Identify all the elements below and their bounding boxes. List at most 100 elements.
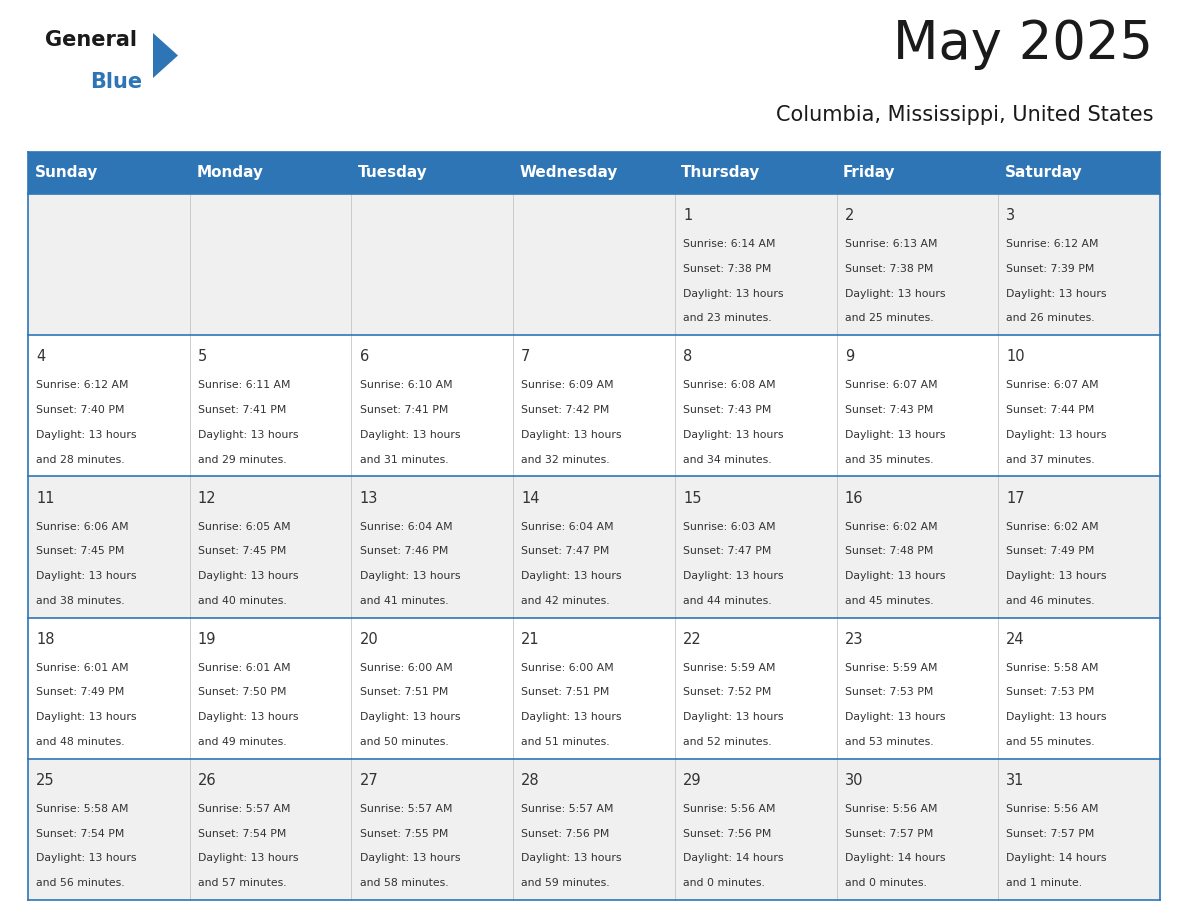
- Text: Daylight: 14 hours: Daylight: 14 hours: [683, 854, 783, 864]
- Text: Sunset: 7:56 PM: Sunset: 7:56 PM: [683, 829, 771, 839]
- Bar: [29, 194, 1159, 335]
- Text: Sunrise: 6:08 AM: Sunrise: 6:08 AM: [683, 380, 776, 390]
- Text: Sunset: 7:47 PM: Sunset: 7:47 PM: [522, 546, 609, 556]
- Text: Daylight: 13 hours: Daylight: 13 hours: [360, 854, 460, 864]
- Text: 29: 29: [683, 773, 702, 788]
- Text: 3: 3: [1006, 208, 1016, 223]
- Text: Daylight: 13 hours: Daylight: 13 hours: [197, 430, 298, 440]
- Text: Sunrise: 6:03 AM: Sunrise: 6:03 AM: [683, 521, 776, 532]
- Text: Sunrise: 5:58 AM: Sunrise: 5:58 AM: [36, 804, 128, 814]
- Text: 16: 16: [845, 490, 864, 506]
- Text: 24: 24: [1006, 632, 1025, 646]
- Text: Daylight: 13 hours: Daylight: 13 hours: [36, 854, 137, 864]
- Text: Sunrise: 5:59 AM: Sunrise: 5:59 AM: [845, 663, 937, 673]
- Text: 2: 2: [845, 208, 854, 223]
- Text: and 48 minutes.: and 48 minutes.: [36, 737, 125, 747]
- Text: Sunset: 7:40 PM: Sunset: 7:40 PM: [36, 405, 125, 415]
- Text: Daylight: 13 hours: Daylight: 13 hours: [36, 712, 137, 722]
- Text: and 57 minutes.: and 57 minutes.: [197, 879, 286, 888]
- Text: Daylight: 13 hours: Daylight: 13 hours: [36, 430, 137, 440]
- Text: Daylight: 13 hours: Daylight: 13 hours: [197, 571, 298, 581]
- Text: Sunrise: 6:01 AM: Sunrise: 6:01 AM: [197, 663, 290, 673]
- Text: Daylight: 13 hours: Daylight: 13 hours: [522, 571, 621, 581]
- Polygon shape: [153, 33, 178, 78]
- Text: Sunrise: 6:12 AM: Sunrise: 6:12 AM: [36, 380, 128, 390]
- Text: 14: 14: [522, 490, 539, 506]
- Text: and 59 minutes.: and 59 minutes.: [522, 879, 609, 888]
- Text: and 49 minutes.: and 49 minutes.: [197, 737, 286, 747]
- Text: and 56 minutes.: and 56 minutes.: [36, 879, 125, 888]
- Text: Sunset: 7:53 PM: Sunset: 7:53 PM: [845, 688, 933, 698]
- Text: Blue: Blue: [90, 72, 143, 92]
- Text: 15: 15: [683, 490, 701, 506]
- Text: Daylight: 13 hours: Daylight: 13 hours: [522, 712, 621, 722]
- Text: Monday: Monday: [196, 165, 264, 181]
- Text: 13: 13: [360, 490, 378, 506]
- Text: and 51 minutes.: and 51 minutes.: [522, 737, 609, 747]
- Text: 22: 22: [683, 632, 702, 646]
- Text: Sunset: 7:41 PM: Sunset: 7:41 PM: [197, 405, 286, 415]
- Text: Daylight: 13 hours: Daylight: 13 hours: [1006, 571, 1107, 581]
- Text: Friday: Friday: [843, 165, 896, 181]
- Text: Saturday: Saturday: [1005, 165, 1082, 181]
- Text: and 44 minutes.: and 44 minutes.: [683, 596, 771, 606]
- Text: Daylight: 14 hours: Daylight: 14 hours: [845, 854, 946, 864]
- Text: Sunset: 7:51 PM: Sunset: 7:51 PM: [360, 688, 448, 698]
- Text: Sunset: 7:50 PM: Sunset: 7:50 PM: [197, 688, 286, 698]
- Text: 12: 12: [197, 490, 216, 506]
- Text: 27: 27: [360, 773, 378, 788]
- Text: Sunset: 7:55 PM: Sunset: 7:55 PM: [360, 829, 448, 839]
- Text: 31: 31: [1006, 773, 1025, 788]
- Text: Sunrise: 5:57 AM: Sunrise: 5:57 AM: [197, 804, 290, 814]
- Text: Daylight: 13 hours: Daylight: 13 hours: [360, 571, 460, 581]
- Text: Daylight: 13 hours: Daylight: 13 hours: [522, 430, 621, 440]
- Text: and 34 minutes.: and 34 minutes.: [683, 454, 771, 465]
- Bar: [29, 618, 1159, 759]
- Text: 21: 21: [522, 632, 539, 646]
- Bar: [29, 335, 1159, 476]
- Text: Sunrise: 6:14 AM: Sunrise: 6:14 AM: [683, 240, 776, 249]
- Text: 7: 7: [522, 350, 531, 364]
- Text: Sunrise: 5:56 AM: Sunrise: 5:56 AM: [683, 804, 776, 814]
- Text: 4: 4: [36, 350, 45, 364]
- Text: Daylight: 13 hours: Daylight: 13 hours: [360, 712, 460, 722]
- Text: and 23 minutes.: and 23 minutes.: [683, 313, 771, 323]
- Text: and 25 minutes.: and 25 minutes.: [845, 313, 934, 323]
- Text: Sunrise: 5:56 AM: Sunrise: 5:56 AM: [1006, 804, 1099, 814]
- Text: 5: 5: [197, 350, 207, 364]
- Text: 26: 26: [197, 773, 216, 788]
- Text: Sunrise: 6:00 AM: Sunrise: 6:00 AM: [522, 663, 614, 673]
- Text: Sunset: 7:38 PM: Sunset: 7:38 PM: [845, 263, 933, 274]
- Text: Sunrise: 6:05 AM: Sunrise: 6:05 AM: [197, 521, 290, 532]
- Text: Sunrise: 6:06 AM: Sunrise: 6:06 AM: [36, 521, 128, 532]
- Text: Daylight: 13 hours: Daylight: 13 hours: [522, 854, 621, 864]
- Text: Sunrise: 6:13 AM: Sunrise: 6:13 AM: [845, 240, 937, 249]
- Text: 20: 20: [360, 632, 378, 646]
- Text: and 0 minutes.: and 0 minutes.: [845, 879, 927, 888]
- Text: Tuesday: Tuesday: [358, 165, 428, 181]
- Text: and 29 minutes.: and 29 minutes.: [197, 454, 286, 465]
- Text: Sunrise: 5:57 AM: Sunrise: 5:57 AM: [360, 804, 451, 814]
- Text: Daylight: 13 hours: Daylight: 13 hours: [845, 712, 946, 722]
- Text: Sunrise: 6:02 AM: Sunrise: 6:02 AM: [845, 521, 937, 532]
- Text: Sunset: 7:47 PM: Sunset: 7:47 PM: [683, 546, 771, 556]
- Text: Daylight: 13 hours: Daylight: 13 hours: [1006, 288, 1107, 298]
- Text: and 1 minute.: and 1 minute.: [1006, 879, 1082, 888]
- Text: Daylight: 13 hours: Daylight: 13 hours: [845, 571, 946, 581]
- Text: Sunrise: 5:59 AM: Sunrise: 5:59 AM: [683, 663, 776, 673]
- Text: Sunrise: 6:04 AM: Sunrise: 6:04 AM: [360, 521, 453, 532]
- Text: Sunrise: 6:01 AM: Sunrise: 6:01 AM: [36, 663, 128, 673]
- Text: May 2025: May 2025: [893, 18, 1154, 70]
- Text: Sunset: 7:57 PM: Sunset: 7:57 PM: [1006, 829, 1095, 839]
- Text: Daylight: 13 hours: Daylight: 13 hours: [36, 571, 137, 581]
- Text: Daylight: 13 hours: Daylight: 13 hours: [845, 288, 946, 298]
- Text: and 28 minutes.: and 28 minutes.: [36, 454, 125, 465]
- Text: and 32 minutes.: and 32 minutes.: [522, 454, 609, 465]
- Text: 17: 17: [1006, 490, 1025, 506]
- Text: Daylight: 13 hours: Daylight: 13 hours: [360, 430, 460, 440]
- Text: Sunrise: 6:02 AM: Sunrise: 6:02 AM: [1006, 521, 1099, 532]
- Text: 19: 19: [197, 632, 216, 646]
- Text: and 0 minutes.: and 0 minutes.: [683, 879, 765, 888]
- Text: Daylight: 14 hours: Daylight: 14 hours: [1006, 854, 1107, 864]
- Text: 18: 18: [36, 632, 55, 646]
